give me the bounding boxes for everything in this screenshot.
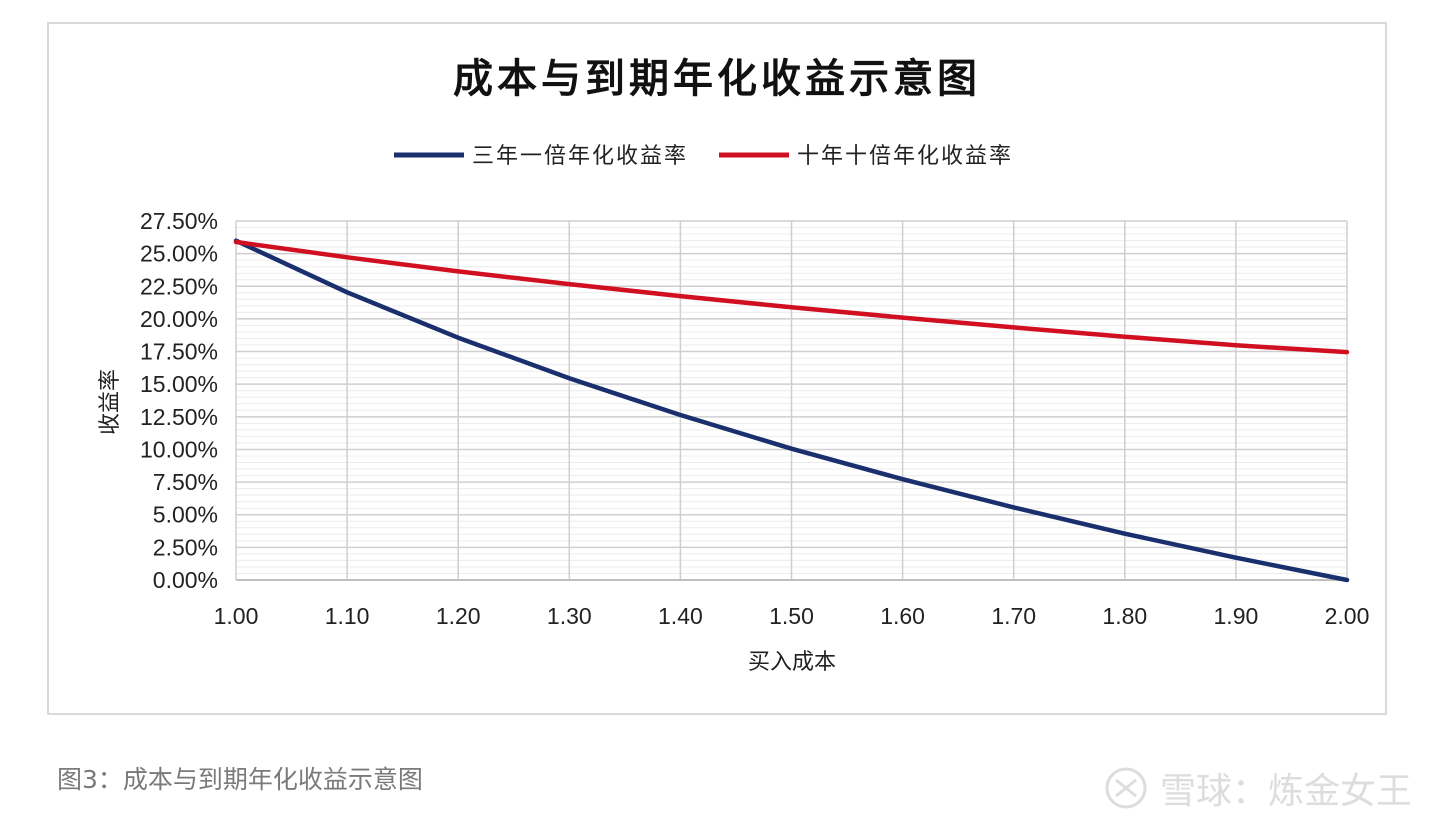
line-chart: 成本与到期年化收益示意图 三年一倍年化收益率 十年十倍年化收益率 27.50% 25… [98,55,1370,675]
y-tick-label: 22.50% [140,273,218,299]
x-tick-label: 1.50 [769,603,814,629]
watermark: 雪球：炼金女王 [1104,762,1412,814]
x-tick-label: 2.00 [1325,603,1370,629]
series-line-1 [233,238,1350,583]
series-lines [233,238,1350,583]
snowball-logo-icon [1105,767,1147,809]
y-tick-label: 25.00% [140,241,218,267]
figure-caption: 图3：成本与到期年化收益示意图 [57,765,423,794]
y-tick-label: 17.50% [140,339,218,365]
x-tick-label: 1.00 [214,603,259,629]
legend-label-1: 三年一倍年化收益率 [472,144,688,169]
x-axis-tick-labels: 1.00 1.10 1.20 1.30 1.40 1.50 1.60 1.70 1.80 1.90… [214,603,1370,629]
major-gridlines [235,220,1348,581]
x-tick-label: 1.10 [325,603,370,629]
y-tick-label: 20.00% [140,306,218,332]
x-tick-label: 1.20 [436,603,481,629]
watermark-text: 雪球：炼金女王 [1159,771,1412,812]
x-axis-label: 买入成本 [748,650,836,675]
series-line-2 [233,239,1350,355]
y-axis-tick-labels: 27.50% 25.00% 22.50% 20.00% 17.50% 15.00% 12.5… [140,208,218,593]
chart-title: 成本与到期年化收益示意图 [453,55,981,102]
y-axis-label: 收益率 [98,369,123,435]
x-tick-label: 1.60 [880,603,925,629]
y-tick-label: 2.50% [153,534,218,560]
y-tick-label: 5.00% [153,502,218,528]
y-tick-label: 12.50% [140,404,218,430]
y-tick-label: 27.50% [140,208,218,234]
x-tick-label: 1.80 [1102,603,1147,629]
x-tick-label: 1.90 [1214,603,1259,629]
x-tick-label: 1.70 [991,603,1036,629]
y-tick-label: 7.50% [153,469,218,495]
y-tick-label: 10.00% [140,436,218,462]
y-tick-label: 0.00% [153,567,218,593]
legend-label-2: 十年十倍年化收益率 [797,144,1013,169]
legend: 三年一倍年化收益率 十年十倍年化收益率 [394,144,1013,169]
x-tick-label: 1.40 [658,603,703,629]
y-tick-label: 15.00% [140,371,218,397]
chart-frame: 成本与到期年化收益示意图 三年一倍年化收益率 十年十倍年化收益率 27.50% 25… [47,22,1387,715]
x-tick-label: 1.30 [547,603,592,629]
